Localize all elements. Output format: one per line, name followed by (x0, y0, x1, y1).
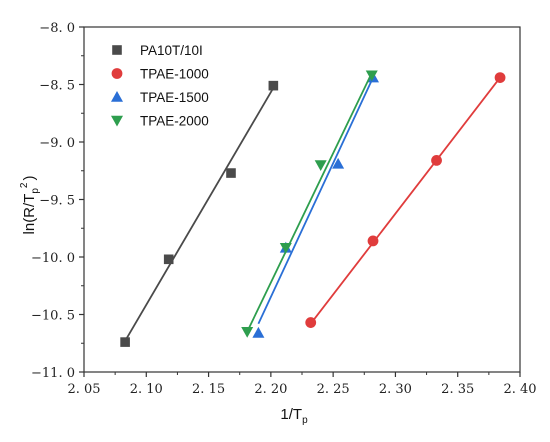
x-tick-label: 2. 25 (317, 382, 350, 397)
data-point (226, 168, 236, 178)
x-tick-label: 2. 30 (379, 382, 412, 397)
x-axis-ticks: 2. 05 2. 10 2. 15 2. 20 2. 25 2. 30 2. 35 2. 40 (67, 372, 537, 397)
legend-marker (111, 68, 123, 79)
x-tick-label: 2. 10 (130, 382, 163, 397)
data-point (494, 72, 506, 83)
x-tick-label: 2. 05 (67, 382, 100, 397)
data-point (268, 80, 279, 91)
data-point (305, 317, 317, 328)
fit-line (257, 77, 374, 325)
data-point (314, 160, 327, 171)
data-point (431, 155, 442, 166)
y-tick-label: −8. 5 (39, 79, 75, 94)
series-1 (305, 72, 506, 328)
data-point (367, 235, 379, 247)
x-tick-label: 2. 35 (441, 382, 474, 397)
fit-line (246, 72, 373, 333)
legend-label: PA10T/10I (140, 43, 203, 58)
x-axis-title: 1/Tp (280, 406, 308, 426)
series-2 (252, 71, 380, 338)
data-point (120, 337, 130, 347)
x-tick-label: 2. 20 (254, 382, 287, 397)
x-tick-label: 2. 40 (503, 382, 536, 397)
fit-line (124, 87, 275, 342)
y-axis-ticks: −11. 0 −10. 5 −10. 0 −9. 5 −9. 0 −8. 5 −8. 0 (31, 21, 84, 381)
y-tick-label: −10. 0 (31, 251, 75, 266)
legend-label: TPAE-1500 (140, 90, 209, 105)
x-tick-label: 2. 15 (192, 382, 225, 397)
y-tick-label: −11. 0 (31, 366, 75, 381)
y-tick-label: −8. 0 (39, 21, 75, 36)
series-layer (120, 70, 506, 347)
series-0 (120, 80, 279, 347)
legend-marker (112, 45, 122, 55)
data-point (365, 70, 378, 82)
legend-marker (111, 115, 123, 127)
y-tick-label: −10. 5 (31, 309, 75, 324)
y-tick-label: −9. 5 (39, 194, 75, 209)
data-point (241, 326, 254, 338)
y-axis-title: ln(R/Tp2) (19, 176, 41, 235)
legend-label: TPAE-1000 (140, 67, 209, 82)
series-3 (241, 70, 378, 338)
data-point (279, 243, 292, 254)
data-point (332, 157, 345, 169)
y-tick-label: −9. 0 (39, 136, 75, 151)
legend: PA10T/10I TPAE-1000 TPAE-1500 TPAE-2000 (111, 43, 209, 129)
legend-marker (111, 91, 123, 102)
legend-label: TPAE-2000 (140, 114, 209, 129)
data-point (252, 326, 265, 338)
fit-line (310, 77, 501, 325)
data-point (163, 254, 174, 265)
